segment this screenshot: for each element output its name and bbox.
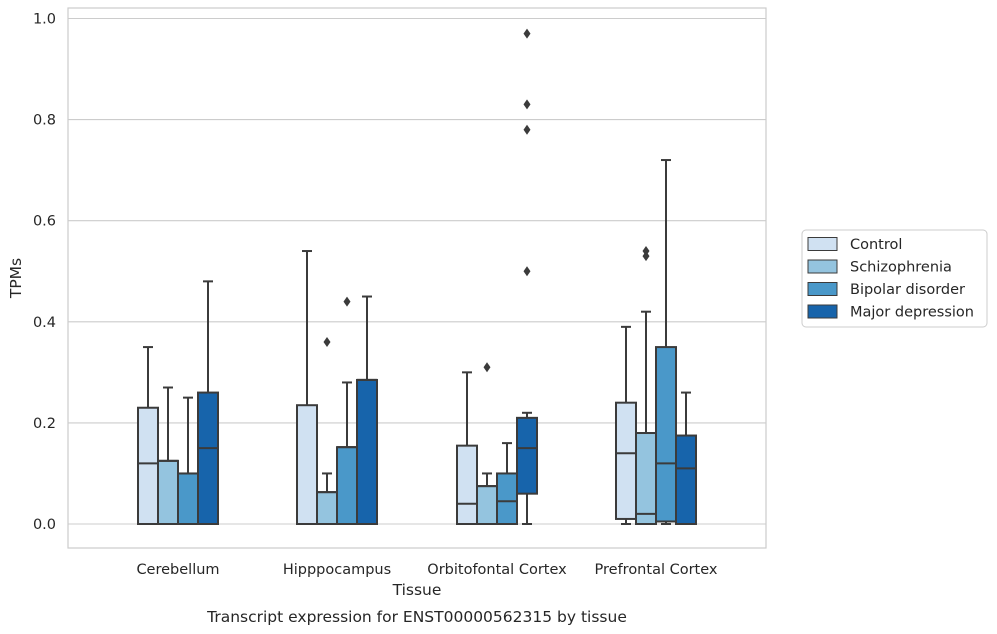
- legend-item[interactable]: Schizophrenia: [807, 259, 952, 276]
- y-axis-label: TPMs: [7, 258, 25, 299]
- box-schizophrenia: [157, 386, 179, 525]
- outlier-point: [523, 28, 531, 39]
- legend-swatch: [807, 282, 838, 296]
- legend-label: Bipolar disorder: [850, 282, 965, 298]
- y-tick-label: 0.4: [33, 315, 56, 331]
- box-iqr: [496, 472, 518, 526]
- box-major-depression: [197, 280, 219, 525]
- y-tick-labels: 0.0 0.2 0.4 0.6 0.8 1.0: [33, 12, 56, 534]
- box-control: [615, 325, 637, 525]
- box-iqr: [476, 485, 498, 525]
- box-iqr: [296, 404, 318, 525]
- box-iqr: [516, 416, 538, 495]
- y-tick-label: 1.0: [33, 12, 56, 28]
- box-control: [456, 371, 478, 525]
- box-bipolar-disorder: [655, 159, 677, 525]
- legend-label: Control: [850, 237, 902, 253]
- legend-item[interactable]: Major depression: [807, 304, 974, 321]
- outlier-point: [323, 337, 331, 348]
- box-schizophrenia: [476, 362, 498, 525]
- box-iqr: [316, 491, 338, 526]
- x-axis-label: Tissue: [392, 581, 442, 599]
- box-iqr: [615, 401, 637, 520]
- box-iqr: [356, 378, 378, 525]
- plot-frame: [67, 7, 767, 549]
- legend-swatch: [807, 259, 838, 274]
- box-iqr: [336, 446, 358, 525]
- outlier-point: [483, 362, 491, 373]
- box-iqr: [655, 346, 677, 523]
- box-iqr: [157, 459, 179, 525]
- outlier-point: [343, 296, 351, 307]
- legend-item[interactable]: Bipolar disorder: [807, 282, 965, 298]
- box-major-depression: [356, 295, 378, 525]
- box-iqr: [675, 434, 697, 526]
- x-tick-label: Prefrontal Cortex: [595, 562, 718, 578]
- x-tick-label: Orbitofontal Cortex: [427, 562, 567, 578]
- outlier-point: [523, 124, 531, 135]
- outlier-point: [523, 266, 531, 277]
- y-tick-label: 0.2: [33, 416, 56, 432]
- outlier-point: [642, 251, 650, 262]
- y-tick-label: 0.8: [33, 113, 56, 129]
- legend-frame: [801, 229, 988, 328]
- box-major-depression: [675, 391, 697, 526]
- boxes-layer: [137, 28, 697, 526]
- x-tick-labels: Cerebellum Hipppocampus Orbitofontal Corte…: [136, 562, 717, 578]
- y-tick-label: 0.6: [33, 214, 56, 230]
- box-iqr: [137, 406, 159, 525]
- box-control: [137, 346, 159, 525]
- box-bipolar-disorder: [177, 396, 199, 526]
- x-tick-label: Hipppocampus: [283, 562, 391, 578]
- legend-label: Major depression: [850, 305, 974, 321]
- box-iqr: [635, 432, 657, 526]
- box-schizophrenia: [635, 246, 657, 526]
- box-bipolar-disorder: [496, 442, 518, 526]
- box-bipolar-disorder: [336, 296, 358, 525]
- box-iqr: [197, 391, 219, 525]
- box-major-depression: [516, 28, 538, 525]
- outlier-point: [642, 246, 650, 257]
- legend-swatch: [807, 304, 838, 319]
- box-iqr: [177, 472, 199, 526]
- legend[interactable]: Control Schizophrenia Bipolar disorder Majo…: [801, 229, 988, 328]
- x-tick-label: Cerebellum: [136, 562, 219, 578]
- chart-title: Transcript expression for ENST0000056231…: [206, 608, 627, 626]
- legend-swatch: [807, 237, 838, 251]
- box-schizophrenia: [316, 337, 338, 526]
- legend-label: Schizophrenia: [850, 260, 952, 276]
- box-control: [296, 250, 318, 525]
- legend-item[interactable]: Control: [807, 237, 902, 253]
- y-tick-label: 0.0: [33, 517, 56, 533]
- box-iqr: [456, 444, 478, 525]
- outlier-point: [523, 99, 531, 110]
